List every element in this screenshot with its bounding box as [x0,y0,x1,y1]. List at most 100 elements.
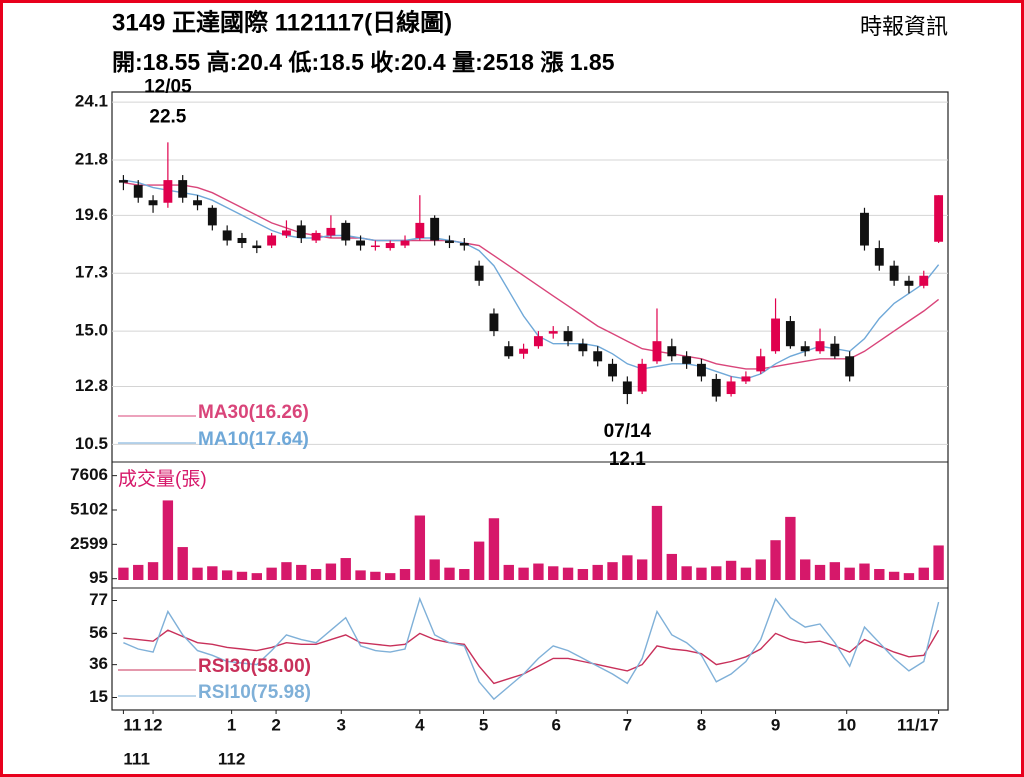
candle-body [326,227,336,236]
bar [370,571,381,580]
bar [503,564,514,580]
legend-label: MA10(17.64) [198,429,309,450]
y-tick-label: 77 [89,590,108,609]
quote-label: 開: [112,49,143,75]
candle-body [889,265,899,281]
bar [162,500,174,580]
bar [681,566,692,580]
bar [385,573,396,580]
bar [147,562,159,580]
x-tick-label: 11/17 [897,715,939,734]
candle-body [415,222,425,238]
candle-body [785,321,795,347]
candle-body [222,230,232,241]
candle-body [845,356,855,377]
y-tick-label: 24.1 [75,92,108,111]
bar [399,569,411,580]
quote-label: 量: [452,49,483,75]
candle-body [163,180,173,203]
candle-body [445,240,454,244]
bar [814,564,826,580]
bar [251,573,262,580]
bar [177,547,188,580]
candle-body [459,243,469,246]
x-tick-label: 5 [479,715,488,734]
bar [844,567,855,580]
bar [459,569,470,580]
x-tick-label: 3 [337,715,346,734]
candle-body [474,265,484,281]
quote-value: 1.85 [570,49,615,75]
y-tick-label: 15 [89,687,108,706]
quote-value: 18.55 [143,49,201,75]
candle-body [133,185,143,198]
bar [918,567,929,580]
candle-body [267,235,277,246]
bar [696,567,707,580]
bar [755,559,766,580]
candle-body [282,230,291,236]
line [123,629,940,685]
candle-body [622,381,632,395]
year-label: 112 [218,749,245,768]
candle-body [430,217,440,241]
bar [785,516,796,580]
bar [355,570,366,580]
y-tick-label: 5102 [70,499,108,518]
candle-body [637,363,647,392]
candle-body [652,341,662,362]
x-tick-label: 8 [697,715,706,734]
quote-value: 20.4 [401,49,446,75]
plot-frame [111,91,949,711]
candle-body [874,248,884,266]
candle-body [548,331,558,334]
bar [473,541,485,580]
bar [221,570,233,580]
candle-body [904,280,914,286]
y-tick-label: 21.8 [75,149,108,168]
legend-label: RSI10(75.98) [198,682,311,703]
candle-body [711,378,721,397]
bar [711,566,722,580]
candle-body [800,346,810,352]
quote-value: 18.5 [319,49,364,75]
y-tick-label: 36 [89,654,108,673]
x-tick-label: 6 [551,715,560,734]
year-label: 111 [123,749,149,768]
x-tick-label: 9 [771,715,780,734]
bar [414,515,426,580]
bar [651,505,663,580]
candle-body [697,363,706,377]
bar [874,569,885,580]
candle-body [667,346,677,357]
bar [133,564,144,580]
bar [770,540,781,580]
legend-label: RSI30(58.00) [198,656,311,677]
title: 3149 正達國際 1121117(日線圖) [112,8,452,36]
candle-body [578,343,588,352]
y-tick-label: 17.3 [75,263,108,282]
candle-body [593,351,603,362]
candle-body [400,240,410,246]
candle-body [341,222,351,241]
source: 時報資訊 [860,14,948,39]
y-tick-label: 2599 [70,534,108,553]
bar [518,567,529,580]
line [123,181,940,370]
candle-body [756,356,766,372]
candle-body [860,212,869,246]
y-tick-label: 10.5 [75,434,108,453]
bar [740,567,752,580]
annotation-value: 22.5 [149,106,186,127]
line [123,596,940,701]
candle-body [178,180,188,198]
candle-body [252,245,262,249]
quote-label: 漲 [540,49,569,75]
candle-body [608,363,617,377]
annotation-value: 12.1 [609,449,646,470]
bar [444,567,455,580]
bar [533,563,544,580]
quote-value: 20.4 [237,49,282,75]
